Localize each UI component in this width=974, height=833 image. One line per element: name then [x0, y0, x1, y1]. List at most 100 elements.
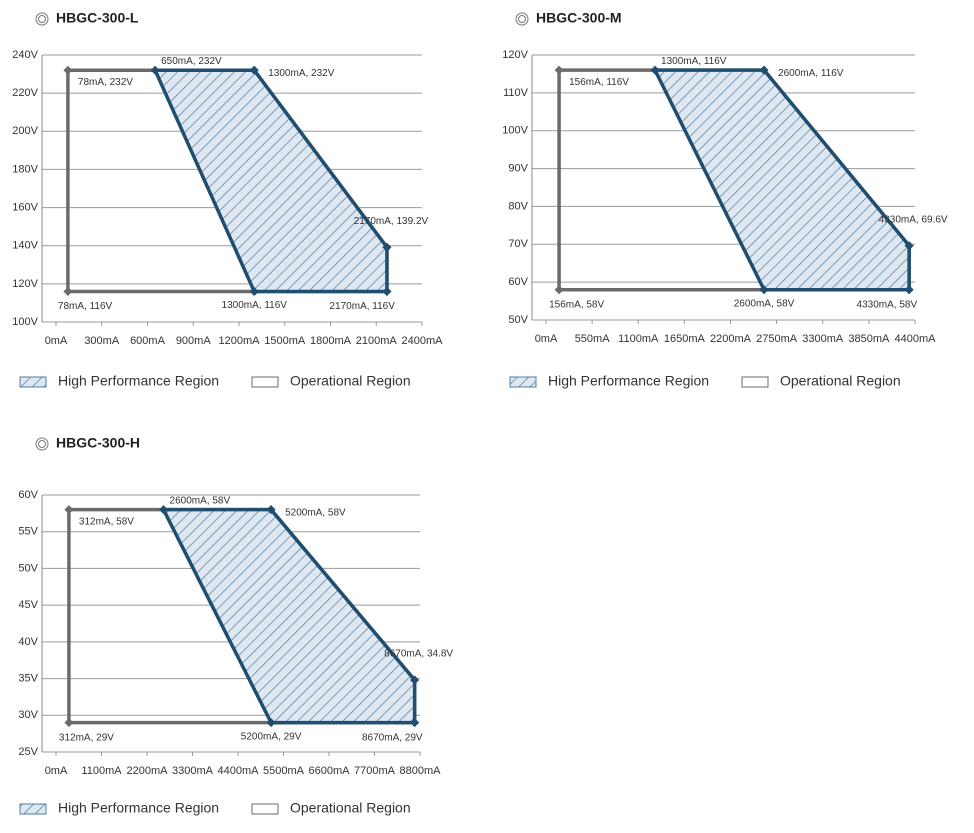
- title-icon: [518, 15, 526, 23]
- legend-label: High Performance Region: [58, 373, 219, 389]
- chart: HBGC-300-L 100V 120V 140V 160V 180V 200V 220V 24…: [12, 10, 443, 389]
- vertex: [554, 65, 564, 75]
- high-performance-region: [161, 507, 417, 725]
- legend-swatch: [19, 803, 47, 815]
- x-tick-label: 4400mA: [895, 333, 937, 345]
- point-label: 2600mA, 58V: [170, 495, 231, 506]
- vertex: [759, 285, 769, 295]
- point-label: 2170mA, 116V: [330, 301, 396, 312]
- x-tick-label: 900mA: [176, 335, 212, 347]
- vertex: [410, 675, 420, 685]
- vertex: [554, 285, 564, 295]
- point-label: 5200mA, 29V: [241, 731, 302, 742]
- legend-swatch: [251, 803, 279, 815]
- x-tick-label: 1100mA: [81, 765, 122, 777]
- x-tick-label: 3300mA: [172, 765, 214, 777]
- x-tick-label: 2400mA: [402, 335, 444, 347]
- x-tick-label: 5500mA: [263, 765, 305, 777]
- point-label: 4330mA, 69.6V: [879, 214, 948, 225]
- point-label: 156mA, 116V: [569, 77, 629, 88]
- legend-swatch: [19, 376, 47, 388]
- point-label: 312mA, 29V: [59, 732, 114, 743]
- vertex: [150, 65, 160, 75]
- y-tick-label: 120V: [12, 278, 38, 290]
- legend-swatch: [509, 376, 537, 388]
- x-tick-label: 2200mA: [127, 765, 169, 777]
- y-tick-label: 35V: [18, 672, 38, 684]
- chart-title: HBGC-300-M: [536, 10, 622, 26]
- y-tick-label: 50V: [18, 562, 38, 574]
- vertex: [64, 505, 74, 515]
- legend-label: High Performance Region: [58, 800, 219, 816]
- point-label: 156mA, 58V: [549, 299, 604, 310]
- point-label: 8670mA, 29V: [362, 732, 423, 743]
- vertex: [63, 286, 73, 296]
- y-tick-label: 100V: [12, 316, 38, 328]
- x-tick-label: 7700mA: [354, 765, 396, 777]
- y-tick-label: 40V: [18, 636, 38, 648]
- x-tick-label: 8800mA: [400, 765, 442, 777]
- x-tick-label: 1200mA: [219, 335, 261, 347]
- y-tick-label: 240V: [12, 49, 38, 61]
- y-tick-label: 120V: [502, 49, 528, 61]
- vertex: [650, 65, 660, 75]
- x-tick-label: 3850mA: [848, 333, 890, 345]
- legend-label: High Performance Region: [548, 373, 709, 389]
- y-tick-label: 90V: [508, 162, 528, 174]
- x-tick-label: 600mA: [130, 335, 166, 347]
- title-icon: [35, 437, 49, 451]
- x-tick-label: 2100mA: [356, 335, 398, 347]
- chart-title: HBGC-300-H: [56, 435, 140, 451]
- chart: HBGC-300-M 50V 60V 70V 80V 90V 100V 110V 120V 0mA…: [502, 10, 948, 389]
- point-label: 312mA, 58V: [79, 516, 134, 527]
- point-label: 1300mA, 116V: [222, 300, 288, 311]
- vertex: [904, 241, 914, 251]
- point-label: 1300mA, 232V: [268, 68, 334, 79]
- x-tick-label: 300mA: [84, 335, 120, 347]
- title-icon: [38, 15, 46, 23]
- point-label: 1300mA, 116V: [661, 56, 727, 67]
- x-tick-label: 1500mA: [264, 335, 306, 347]
- vertex: [63, 65, 73, 75]
- point-label: 78mA, 232V: [78, 77, 133, 88]
- y-tick-label: 100V: [502, 125, 528, 137]
- y-tick-label: 110V: [503, 87, 529, 99]
- y-tick-label: 50V: [508, 314, 528, 326]
- chart: HBGC-300-H 25V 30V 35V 40V 45V 50V 55V 60V 0mA 110…: [18, 435, 453, 816]
- x-tick-label: 3300mA: [802, 333, 844, 345]
- legend-label: Operational Region: [290, 373, 411, 389]
- point-label: 2600mA, 116V: [778, 68, 844, 79]
- x-tick-label: 2750mA: [756, 333, 798, 345]
- point-label: 4330mA, 58V: [857, 299, 918, 310]
- x-tick-label: 1100mA: [618, 333, 659, 345]
- vertex: [382, 242, 392, 252]
- y-tick-label: 180V: [12, 163, 38, 175]
- point-label: 78mA, 116V: [58, 301, 113, 312]
- vertex: [159, 505, 169, 515]
- y-tick-label: 60V: [508, 276, 528, 288]
- vertex: [904, 285, 914, 295]
- y-tick-label: 200V: [12, 125, 38, 137]
- point-label: 5200mA, 58V: [285, 507, 346, 518]
- x-tick-label: 0mA: [535, 333, 558, 345]
- title-icon: [515, 12, 529, 26]
- vertex: [249, 65, 259, 75]
- legend-swatch: [251, 376, 279, 388]
- x-tick-label: 0mA: [45, 335, 68, 347]
- vertex: [759, 65, 769, 75]
- x-tick-label: 2200mA: [710, 333, 752, 345]
- legend-swatch: [741, 376, 769, 388]
- vertex: [410, 718, 420, 728]
- x-tick-label: 6600mA: [309, 765, 351, 777]
- y-tick-label: 140V: [12, 240, 38, 252]
- chart-title: HBGC-300-L: [56, 10, 139, 26]
- y-tick-label: 60V: [18, 489, 38, 501]
- title-icon: [38, 440, 46, 448]
- vertex: [382, 286, 392, 296]
- vertex: [64, 718, 74, 728]
- high-performance-region: [653, 68, 911, 292]
- y-tick-label: 70V: [508, 238, 528, 250]
- y-tick-label: 45V: [18, 599, 38, 611]
- x-tick-label: 1800mA: [310, 335, 352, 347]
